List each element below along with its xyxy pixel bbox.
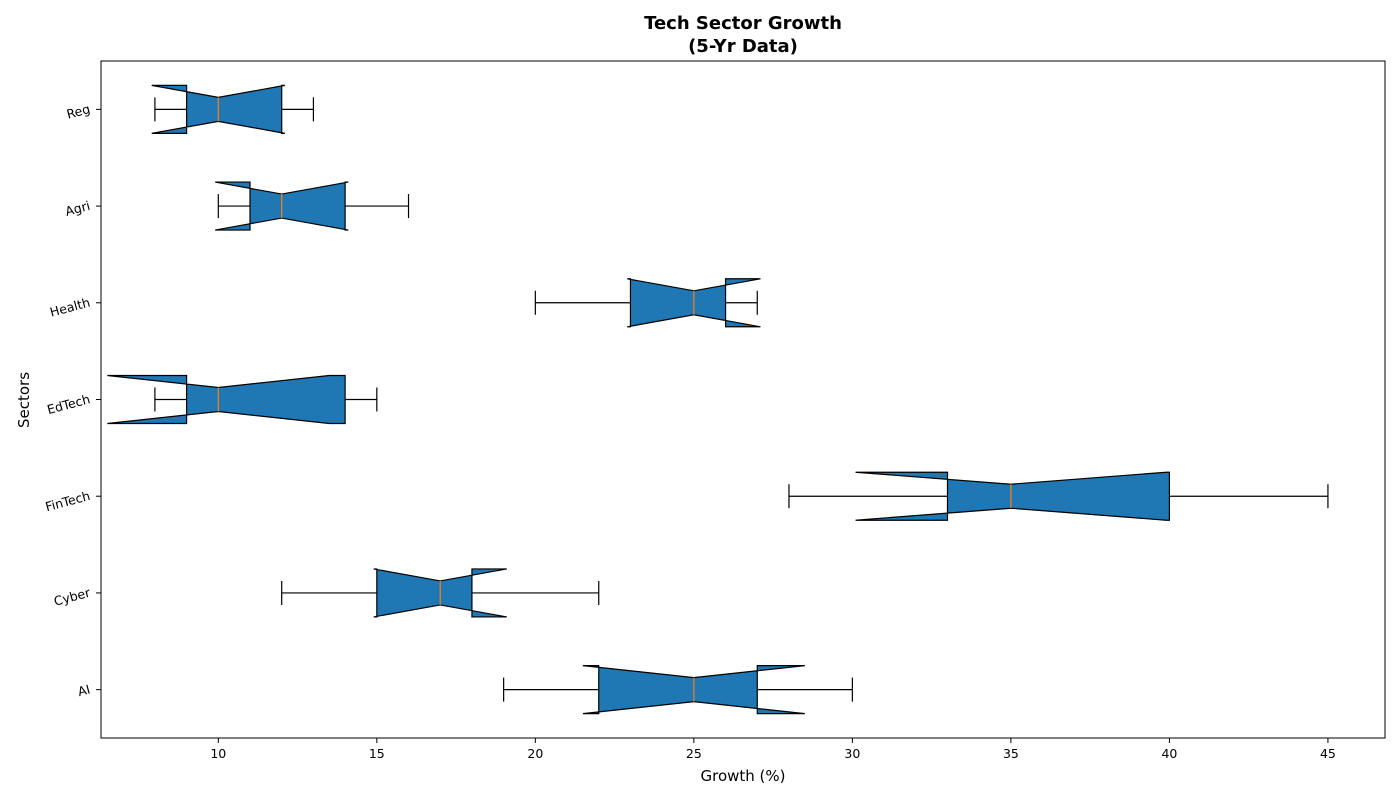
chart-title-line-1: Tech Sector Growth <box>644 13 842 34</box>
box-edtech <box>107 374 346 425</box>
x-tick-label-15: 15 <box>369 746 385 761</box>
x-tick-label-40: 40 <box>1161 746 1177 761</box>
y-tick-label-cyber: Cyber <box>52 584 92 608</box>
y-tick-label-edtech: EdTech <box>45 391 91 417</box>
box-fintech <box>855 471 1171 521</box>
x-tick-label-35: 35 <box>1003 746 1019 761</box>
y-axis-label: Sectors <box>15 372 33 428</box>
x-tick-label-20: 20 <box>527 746 543 761</box>
y-tick-label-ai: AI <box>76 681 92 699</box>
x-tick-label-25: 25 <box>686 746 702 761</box>
x-tick-label-10: 10 <box>210 746 226 761</box>
x-tick-label-45: 45 <box>1320 746 1336 761</box>
x-axis-label: Growth (%) <box>700 767 785 785</box>
y-tick-label-health: Health <box>48 295 92 320</box>
chart-title-line-2: (5-Yr Data) <box>688 36 798 57</box>
x-tick-label-30: 30 <box>844 746 860 761</box>
y-tick-label-fintech: FinTech <box>44 488 92 514</box>
plot-area: AI Cyber FinTech EdTech Health Agri Reg 10 15 20 2… <box>44 84 1336 761</box>
y-tick-label-agri: Agri <box>64 198 92 219</box>
axes-frame <box>100 60 1386 739</box>
y-tick-label-reg: Reg <box>65 101 92 122</box>
